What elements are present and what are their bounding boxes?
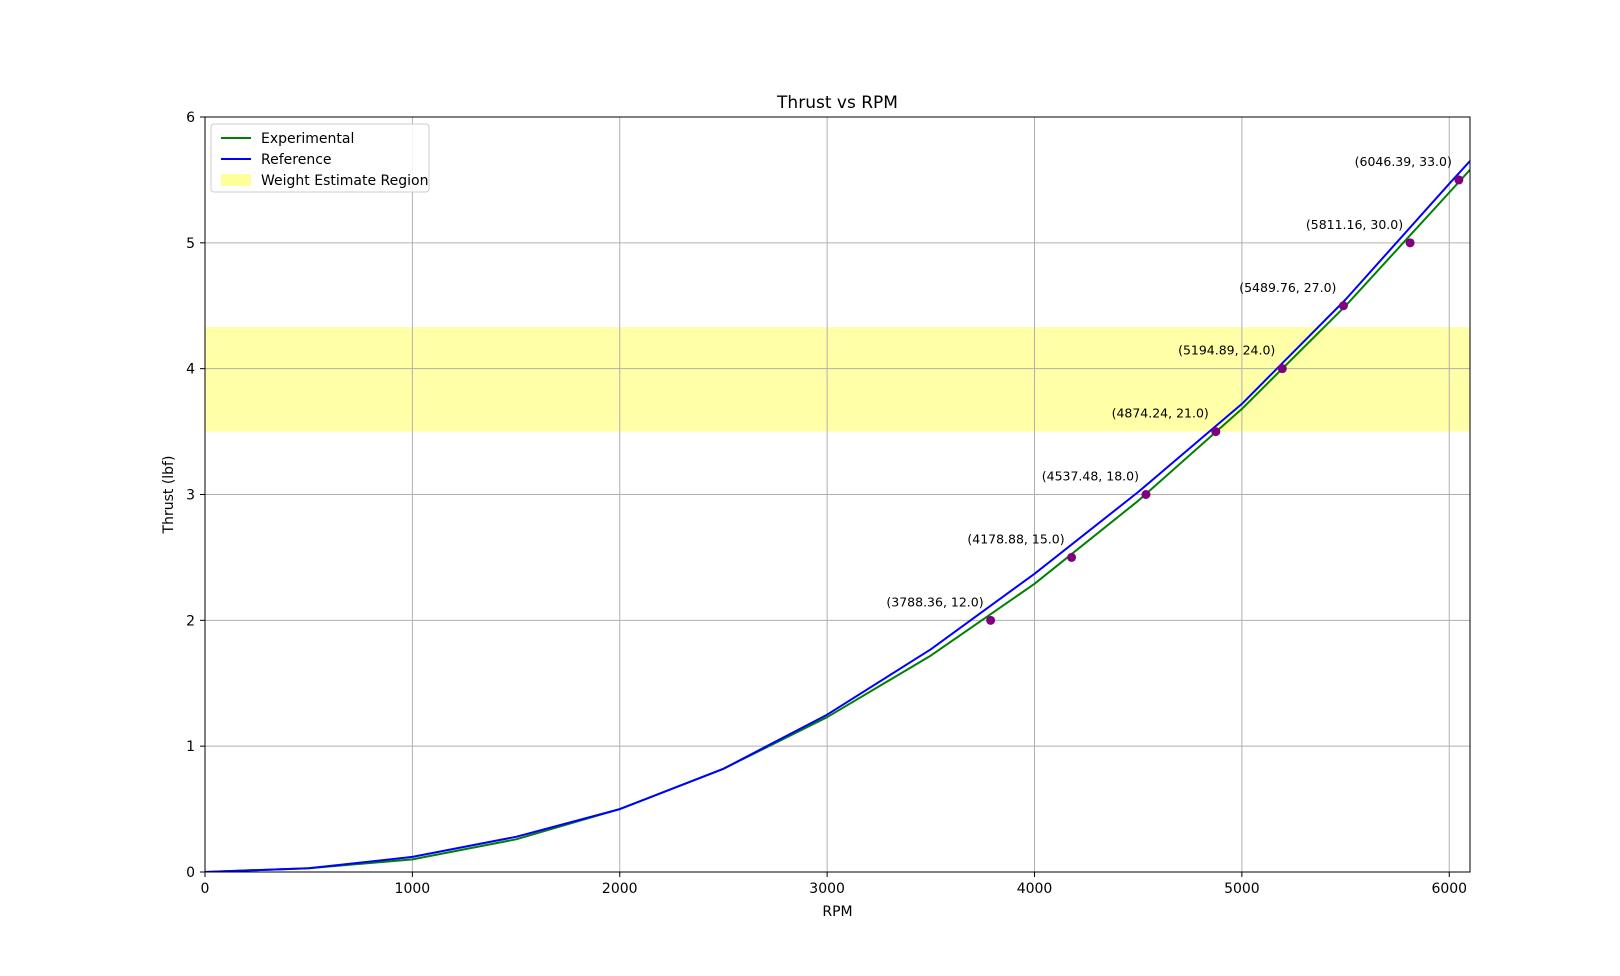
x-tick-label: 1000 <box>395 881 431 897</box>
data-point <box>1338 301 1348 311</box>
region-layer <box>205 327 1470 432</box>
series-line-experimental <box>205 169 1470 872</box>
chart-title: Thrust vs RPM <box>776 93 898 113</box>
x-tick-label: 3000 <box>809 881 845 897</box>
y-tick-label: 0 <box>186 865 195 881</box>
x-tick-label: 4000 <box>1017 881 1053 897</box>
data-point <box>1405 238 1415 248</box>
data-point <box>1067 552 1077 562</box>
data-point <box>1211 427 1221 437</box>
series-line-reference <box>205 160 1470 872</box>
legend-box <box>210 123 430 193</box>
x-tick-label: 0 <box>201 881 210 897</box>
weight-estimate-region <box>205 327 1470 432</box>
y-tick-label: 3 <box>186 488 195 504</box>
data-point-label: (4178.88, 15.0) <box>967 531 1064 546</box>
data-point <box>1141 490 1151 499</box>
y-axis-label: Thrust (lbf) <box>161 456 177 535</box>
legend: Experimental Reference Weight Estimate Reg… <box>210 123 430 193</box>
series-layer <box>205 160 1470 872</box>
y-tick-label: 2 <box>186 613 195 629</box>
x-tick-label: 5000 <box>1224 881 1260 897</box>
x-tick-label: 6000 <box>1431 881 1467 897</box>
y-tick-label: 4 <box>186 362 195 378</box>
legend-label: Experimental <box>261 131 354 147</box>
y-tick-label: 1 <box>186 739 195 755</box>
data-point <box>986 615 996 625</box>
data-point-label: (6046.39, 33.0) <box>1355 154 1452 169</box>
data-point-label: (5194.89, 24.0) <box>1178 343 1275 358</box>
data-point <box>1454 175 1464 185</box>
data-point-label: (4537.48, 18.0) <box>1042 469 1139 484</box>
grid-layer <box>204 116 1470 873</box>
x-tick-label: 2000 <box>602 881 638 897</box>
x-axis-label: RPM <box>822 904 852 920</box>
ticks-layer: 0 1000 2000 3000 4000 5000 6000 0 1 2 3 4 5 6 <box>186 110 1467 897</box>
y-tick-label: 5 <box>186 236 195 252</box>
data-point-label: (5489.76, 27.0) <box>1239 280 1336 295</box>
legend-label: Reference <box>261 152 332 168</box>
data-point <box>1277 364 1287 374</box>
data-point-label: (3788.36, 12.0) <box>886 594 983 609</box>
points-layer <box>986 175 1464 625</box>
y-tick-label: 6 <box>186 110 195 126</box>
legend-swatch-region <box>221 174 251 186</box>
legend-label: Weight Estimate Region <box>261 173 428 189</box>
annotation-layer: (3788.36, 12.0) (4178.88, 15.0) (4537.48, … <box>886 154 1451 609</box>
data-point-label: (5811.16, 30.0) <box>1306 217 1403 232</box>
data-point-label: (4874.24, 21.0) <box>1112 406 1209 421</box>
